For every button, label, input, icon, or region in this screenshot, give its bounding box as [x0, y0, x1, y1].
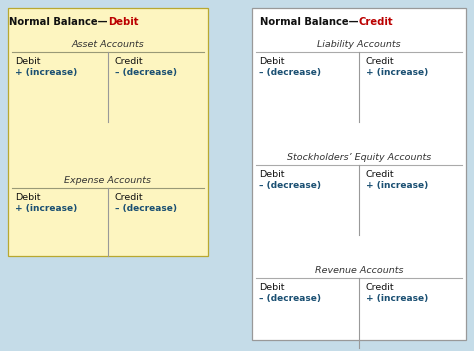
Text: – (decrease): – (decrease) — [259, 181, 321, 190]
FancyBboxPatch shape — [8, 8, 208, 256]
Text: Asset Accounts: Asset Accounts — [72, 40, 145, 49]
Text: Debit: Debit — [108, 17, 138, 27]
Text: – (decrease): – (decrease) — [115, 68, 177, 77]
Text: – (decrease): – (decrease) — [115, 204, 177, 213]
Text: Credit: Credit — [366, 283, 395, 292]
Text: Debit: Debit — [15, 57, 40, 66]
Text: Credit: Credit — [359, 17, 393, 27]
Text: Credit: Credit — [115, 193, 144, 202]
Text: – (decrease): – (decrease) — [259, 68, 321, 77]
Text: Normal Balance—: Normal Balance— — [261, 17, 359, 27]
Text: Debit: Debit — [259, 170, 284, 179]
Text: Credit: Credit — [115, 57, 144, 66]
Text: + (increase): + (increase) — [15, 204, 77, 213]
FancyBboxPatch shape — [252, 8, 466, 340]
Text: – (decrease): – (decrease) — [259, 294, 321, 303]
Text: Stockholders’ Equity Accounts: Stockholders’ Equity Accounts — [287, 153, 431, 162]
Text: + (increase): + (increase) — [366, 68, 428, 77]
Text: Credit: Credit — [366, 57, 395, 66]
Text: Debit: Debit — [15, 193, 40, 202]
Text: Credit: Credit — [366, 170, 395, 179]
Text: Normal Balance—: Normal Balance— — [9, 17, 108, 27]
Text: + (increase): + (increase) — [366, 181, 428, 190]
Text: + (increase): + (increase) — [15, 68, 77, 77]
Text: Liability Accounts: Liability Accounts — [317, 40, 401, 49]
Text: Debit: Debit — [259, 57, 284, 66]
Text: Revenue Accounts: Revenue Accounts — [315, 266, 403, 275]
Text: + (increase): + (increase) — [366, 294, 428, 303]
Text: Debit: Debit — [259, 283, 284, 292]
Text: Expense Accounts: Expense Accounts — [64, 176, 152, 185]
